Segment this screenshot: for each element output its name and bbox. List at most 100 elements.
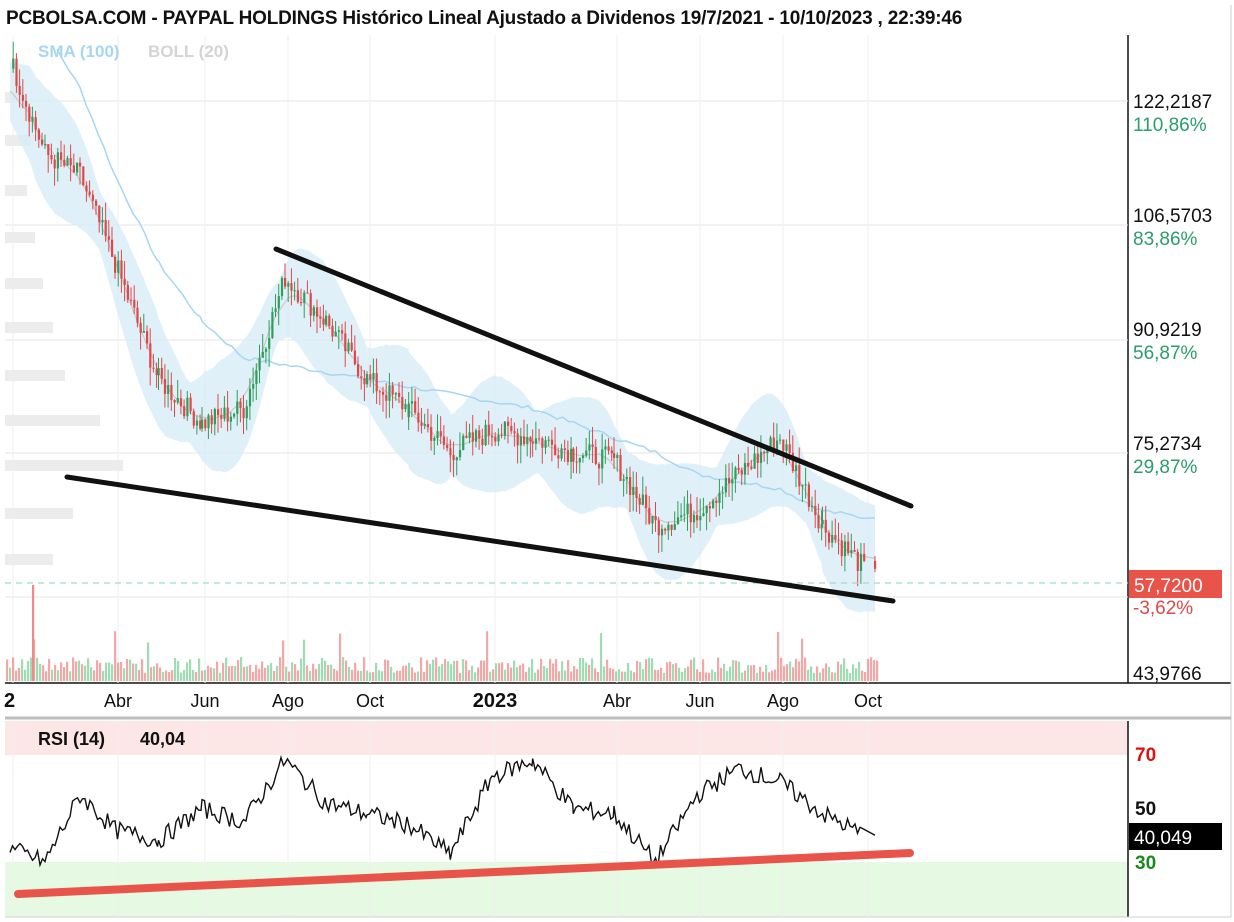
volume-bar	[327, 665, 330, 681]
candlesticks	[12, 41, 877, 587]
candle-body-91	[296, 290, 299, 302]
time-axis-label-1: Abr	[104, 691, 132, 711]
candle-body-1	[12, 58, 15, 69]
volume-bar	[231, 665, 234, 681]
volume-bar	[546, 668, 549, 681]
volume-bar	[375, 662, 378, 681]
candle-body-273	[863, 553, 866, 561]
candle-body-66	[217, 409, 220, 416]
volume-bar	[147, 642, 150, 681]
volume-bar	[618, 669, 621, 681]
volume-bar	[210, 667, 213, 681]
candle-body-59	[195, 420, 199, 426]
volume-bar	[501, 662, 504, 681]
volume-bar	[828, 666, 831, 681]
volume-bar	[489, 671, 492, 681]
volume-bar	[507, 663, 510, 681]
volume-bar	[750, 665, 753, 681]
candle-body-87	[284, 277, 287, 287]
candle-body-75	[245, 406, 248, 419]
volume-bar	[228, 666, 231, 681]
candle-body-105	[341, 330, 344, 334]
volume-bar	[111, 664, 114, 681]
volume-bar	[513, 660, 516, 681]
candle-body-180	[570, 448, 573, 462]
candle-body-89	[290, 283, 293, 291]
candle-body-42	[142, 331, 145, 333]
volume-bar	[378, 670, 381, 681]
volume-bar	[666, 662, 669, 681]
candle-body-51	[170, 384, 173, 401]
candle-body-184	[581, 455, 585, 458]
candle-body-198	[625, 477, 628, 480]
price-level-pct-1: 83,86%	[1133, 229, 1198, 250]
candle-body-55	[183, 406, 186, 417]
volume-bar	[621, 671, 624, 681]
candle-body-16	[60, 152, 63, 160]
volume-profile-bar-8	[5, 460, 123, 471]
candle-body-177	[560, 448, 563, 459]
candle-body-146	[465, 435, 468, 438]
candle-body-121	[391, 385, 394, 395]
volume-bar	[297, 670, 300, 681]
volume-bar	[177, 661, 180, 681]
volume-bar	[663, 672, 666, 681]
time-axis-label-2: Jun	[190, 691, 219, 711]
candle-body-220	[696, 515, 699, 521]
candle-body-78	[255, 370, 258, 385]
volume-bar	[690, 659, 693, 681]
candle-body-94	[306, 292, 309, 294]
candle-body-90	[293, 290, 296, 292]
time-axis-label-0: 2	[4, 690, 15, 712]
candle-body-263	[831, 535, 834, 543]
candle-body-135	[433, 437, 436, 441]
volume-bar	[114, 631, 117, 681]
candle-body-69	[226, 407, 229, 422]
volume-bar	[186, 662, 189, 681]
candle-body-172	[544, 440, 547, 448]
candle-body-231	[731, 479, 734, 484]
volume-bar	[651, 658, 654, 681]
candle-body-248	[785, 444, 788, 451]
price-level-1: 106,5703	[1133, 206, 1212, 227]
candle-body-114	[369, 374, 372, 380]
candle-body-159	[503, 421, 506, 436]
candle-body-74	[242, 408, 245, 419]
volume-bar	[732, 660, 735, 681]
candle-body-38	[130, 299, 133, 301]
candle-body-81	[264, 348, 268, 352]
candle-body-122	[394, 392, 397, 395]
candle-body-123	[398, 392, 401, 397]
candle-body-182	[575, 461, 578, 463]
candle-body-113	[366, 374, 369, 385]
candle-body-253	[801, 484, 804, 487]
candle-body-205	[648, 507, 651, 524]
candle-body-132	[423, 424, 426, 426]
candle-body-48	[160, 367, 163, 379]
candle-body-197	[622, 479, 625, 481]
candle-body-56	[186, 397, 189, 417]
volume-bar	[351, 669, 354, 681]
volume-bar	[612, 668, 615, 681]
candle-body-262	[827, 532, 831, 543]
volume-bar	[183, 669, 186, 681]
candle-body-110	[357, 364, 360, 377]
candle-body-202	[638, 497, 641, 505]
candle-body-31	[107, 236, 110, 240]
candle-body-171	[541, 438, 544, 448]
volume-bar	[684, 668, 687, 681]
volume-bar	[24, 669, 27, 681]
candle-body-271	[856, 551, 859, 572]
volume-bar	[57, 670, 60, 681]
volume-bar	[21, 659, 24, 681]
candle-body-45	[152, 367, 155, 369]
rsi-overbought-zone	[5, 721, 1128, 755]
candle-body-173	[547, 439, 550, 441]
candle-body-26	[91, 194, 94, 201]
candle-body-97	[316, 307, 319, 317]
volume-bar	[630, 670, 633, 681]
volume-bar	[294, 664, 297, 681]
volume-bar	[189, 659, 192, 681]
candle-body-131	[420, 422, 423, 426]
